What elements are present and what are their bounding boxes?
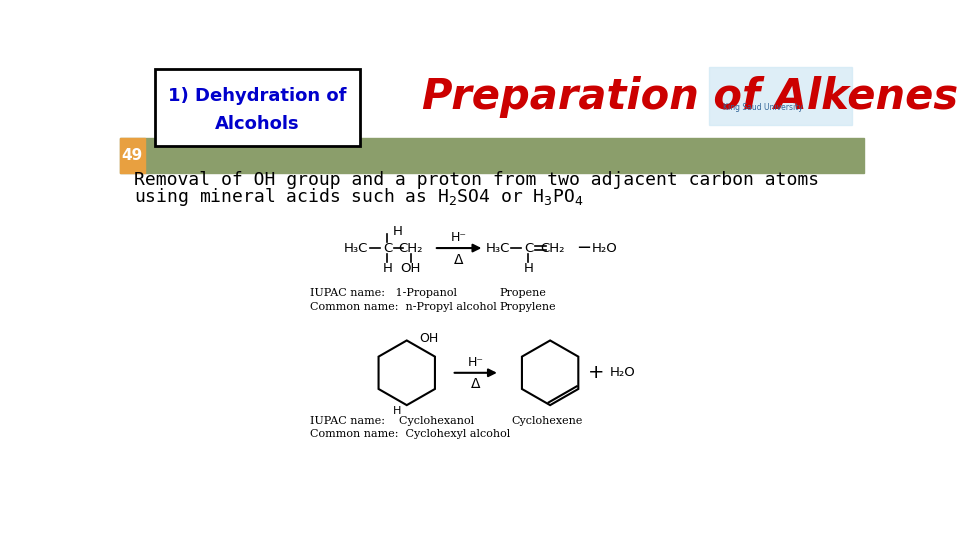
Text: C: C [524, 241, 533, 254]
Text: Δ: Δ [454, 253, 464, 267]
Text: OH: OH [419, 333, 438, 346]
Text: CH₂: CH₂ [540, 241, 564, 254]
Text: H₃C: H₃C [345, 241, 369, 254]
Text: H₃C: H₃C [486, 241, 511, 254]
Bar [709, 67, 852, 125]
Text: Cyclohexene: Cyclohexene [512, 416, 583, 426]
Text: 1) Dehydration of: 1) Dehydration of [168, 86, 347, 105]
Text: H: H [523, 262, 534, 275]
Text: King Saud University: King Saud University [723, 103, 804, 112]
Text: Δ: Δ [471, 377, 480, 392]
Text: Propylene: Propylene [500, 301, 557, 312]
Text: −: − [576, 239, 591, 257]
Text: IUPAC name:    Cyclohexanol: IUPAC name: Cyclohexanol [310, 416, 474, 426]
Bar [120, 138, 864, 173]
Polygon shape [378, 340, 435, 405]
Text: Common name:  Cyclohexyl alcohol: Common name: Cyclohexyl alcohol [310, 429, 510, 440]
Text: H₂O: H₂O [591, 241, 617, 254]
Text: Alcohols: Alcohols [215, 115, 300, 133]
Text: H⁻: H⁻ [468, 355, 484, 368]
Text: +: + [588, 363, 605, 382]
Polygon shape [522, 340, 578, 405]
Bar [120, 138, 145, 173]
Text: CH₂: CH₂ [398, 241, 422, 254]
Text: using mineral acids such as H$_2$SO4 or H$_3$PO$_4$: using mineral acids such as H$_2$SO4 or … [134, 186, 584, 208]
Bar [155, 69, 360, 146]
Text: IUPAC name:   1-Propanol: IUPAC name: 1-Propanol [310, 288, 457, 298]
Text: 49: 49 [122, 148, 143, 163]
Text: Preparation of Alkenes: Preparation of Alkenes [422, 76, 958, 118]
Text: C: C [383, 241, 392, 254]
Text: H⁻: H⁻ [450, 231, 467, 244]
Text: H: H [394, 406, 401, 416]
Text: H₂O: H₂O [610, 366, 636, 379]
Text: OH: OH [400, 262, 420, 275]
Text: H: H [382, 262, 393, 275]
Text: H: H [393, 225, 402, 238]
Text: Propene: Propene [500, 288, 546, 298]
Text: Common name:  n-Propyl alcohol: Common name: n-Propyl alcohol [310, 301, 496, 312]
Text: Removal of OH group and a proton from two adjacent carbon atoms: Removal of OH group and a proton from tw… [134, 171, 819, 190]
